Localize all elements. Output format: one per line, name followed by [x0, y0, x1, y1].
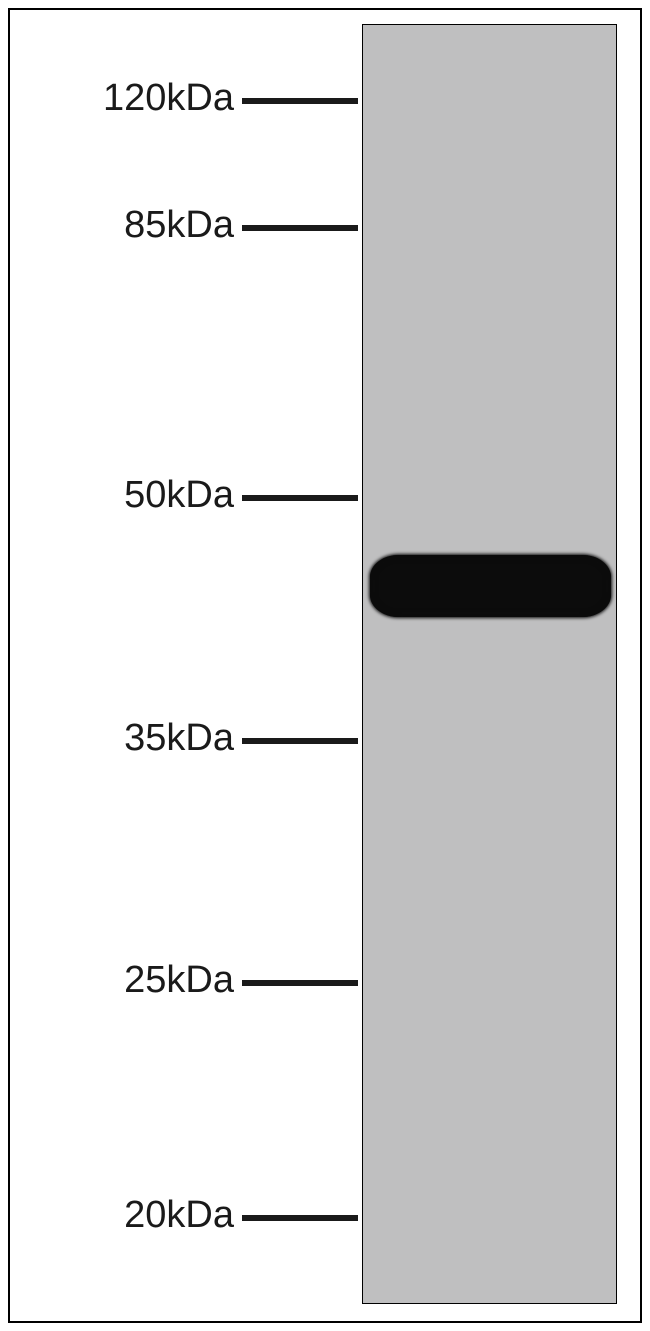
marker-tick	[242, 98, 358, 104]
marker-tick	[242, 1215, 358, 1221]
marker-label: 35kDa	[124, 717, 234, 760]
marker-tick	[242, 738, 358, 744]
marker-label: 50kDa	[124, 474, 234, 517]
marker-tick	[242, 225, 358, 231]
western-blot-figure: 120kDa 85kDa 50kDa 35kDa 25kDa 20kDa	[0, 0, 650, 1331]
marker-label: 20kDa	[124, 1194, 234, 1237]
blot-lane	[362, 24, 617, 1304]
protein-band	[370, 555, 611, 617]
marker-label: 25kDa	[124, 959, 234, 1002]
marker-label: 85kDa	[124, 204, 234, 247]
marker-label: 120kDa	[103, 77, 234, 120]
marker-tick	[242, 495, 358, 501]
marker-tick	[242, 980, 358, 986]
